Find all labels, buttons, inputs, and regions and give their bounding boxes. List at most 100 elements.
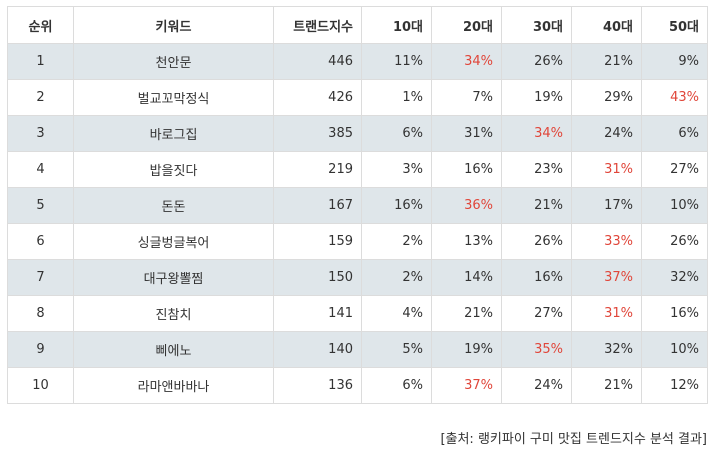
cell-trend-index: 159 — [273, 223, 362, 260]
cell-keyword: 벌교꼬막정식 — [73, 79, 274, 116]
cell-age-50s: 12% — [641, 367, 708, 404]
source-caption: [출처: 랭키파이 구미 맛집 트렌드지수 분석 결과] — [440, 432, 707, 447]
cell-keyword: 진참치 — [73, 295, 274, 332]
table-row: 2 벌교꼬막정식 426 1% 7% 19% 29% 43% — [7, 79, 708, 116]
cell-age-30s: 27% — [501, 295, 572, 332]
cell-age-50s: 16% — [641, 295, 708, 332]
cell-age-40s: 21% — [571, 367, 642, 404]
cell-age-40s: 21% — [571, 43, 642, 80]
trend-table: 순위 키워드 트랜드지수 10대 20대 30대 40대 50대 1 천안문 446… — [7, 6, 708, 404]
table-row: 5 돈돈 167 16% 36% 21% 17% 10% — [7, 187, 708, 224]
cell-keyword: 밥을짓다 — [73, 151, 274, 188]
cell-age-10s: 2% — [361, 223, 432, 260]
cell-rank: 3 — [7, 115, 74, 152]
cell-age-30s: 24% — [501, 367, 572, 404]
cell-age-20s: 21% — [431, 295, 502, 332]
cell-age-10s: 3% — [361, 151, 432, 188]
header-age-50s: 50대 — [641, 6, 708, 44]
cell-trend-index: 140 — [273, 331, 362, 368]
cell-rank: 7 — [7, 259, 74, 296]
cell-age-30s: 23% — [501, 151, 572, 188]
cell-age-50s: 10% — [641, 187, 708, 224]
cell-keyword: 라마앤바바나 — [73, 367, 274, 404]
cell-keyword: 삐에노 — [73, 331, 274, 368]
cell-age-30s: 16% — [501, 259, 572, 296]
cell-trend-index: 219 — [273, 151, 362, 188]
cell-age-40s: 37% — [571, 259, 642, 296]
cell-age-40s: 17% — [571, 187, 642, 224]
cell-trend-index: 446 — [273, 43, 362, 80]
table-row: 3 바로그집 385 6% 31% 34% 24% 6% — [7, 115, 708, 152]
cell-rank: 4 — [7, 151, 74, 188]
table-row: 9 삐에노 140 5% 19% 35% 32% 10% — [7, 331, 708, 368]
cell-age-20s: 14% — [431, 259, 502, 296]
cell-age-10s: 4% — [361, 295, 432, 332]
cell-age-20s: 31% — [431, 115, 502, 152]
header-age-30s: 30대 — [501, 6, 572, 44]
cell-trend-index: 141 — [273, 295, 362, 332]
cell-age-50s: 9% — [641, 43, 708, 80]
table-row: 1 천안문 446 11% 34% 26% 21% 9% — [7, 43, 708, 80]
cell-age-50s: 6% — [641, 115, 708, 152]
cell-age-10s: 6% — [361, 367, 432, 404]
table-row: 8 진참치 141 4% 21% 27% 31% 16% — [7, 295, 708, 332]
cell-rank: 8 — [7, 295, 74, 332]
cell-age-20s: 37% — [431, 367, 502, 404]
cell-age-20s: 13% — [431, 223, 502, 260]
cell-rank: 1 — [7, 43, 74, 80]
cell-age-10s: 1% — [361, 79, 432, 116]
cell-age-40s: 33% — [571, 223, 642, 260]
table-row: 10 라마앤바바나 136 6% 37% 24% 21% 12% — [7, 367, 708, 404]
trend-table-container: 순위 키워드 트랜드지수 10대 20대 30대 40대 50대 1 천안문 446… — [7, 6, 708, 404]
cell-rank: 2 — [7, 79, 74, 116]
header-keyword: 키워드 — [73, 6, 274, 44]
cell-keyword: 천안문 — [73, 43, 274, 80]
header-rank: 순위 — [7, 6, 74, 44]
table-row: 7 대구왕뽈찜 150 2% 14% 16% 37% 32% — [7, 259, 708, 296]
cell-keyword: 대구왕뽈찜 — [73, 259, 274, 296]
cell-age-50s: 43% — [641, 79, 708, 116]
header-trend-index: 트랜드지수 — [273, 6, 362, 44]
cell-rank: 10 — [7, 367, 74, 404]
cell-age-20s: 36% — [431, 187, 502, 224]
cell-age-20s: 19% — [431, 331, 502, 368]
cell-age-10s: 16% — [361, 187, 432, 224]
cell-age-10s: 6% — [361, 115, 432, 152]
cell-trend-index: 426 — [273, 79, 362, 116]
cell-age-30s: 35% — [501, 331, 572, 368]
table-row: 4 밥을짓다 219 3% 16% 23% 31% 27% — [7, 151, 708, 188]
cell-age-40s: 32% — [571, 331, 642, 368]
header-age-10s: 10대 — [361, 6, 432, 44]
cell-age-30s: 21% — [501, 187, 572, 224]
cell-rank: 6 — [7, 223, 74, 260]
cell-keyword: 돈돈 — [73, 187, 274, 224]
cell-age-10s: 2% — [361, 259, 432, 296]
header-age-20s: 20대 — [431, 6, 502, 44]
cell-trend-index: 167 — [273, 187, 362, 224]
cell-age-30s: 19% — [501, 79, 572, 116]
cell-rank: 5 — [7, 187, 74, 224]
cell-trend-index: 136 — [273, 367, 362, 404]
cell-trend-index: 150 — [273, 259, 362, 296]
cell-keyword: 싱글벙글복어 — [73, 223, 274, 260]
table-header-row: 순위 키워드 트랜드지수 10대 20대 30대 40대 50대 — [7, 6, 708, 44]
cell-age-10s: 11% — [361, 43, 432, 80]
cell-age-50s: 27% — [641, 151, 708, 188]
cell-age-20s: 7% — [431, 79, 502, 116]
cell-trend-index: 385 — [273, 115, 362, 152]
cell-age-30s: 34% — [501, 115, 572, 152]
cell-age-30s: 26% — [501, 43, 572, 80]
cell-age-40s: 24% — [571, 115, 642, 152]
cell-age-30s: 26% — [501, 223, 572, 260]
cell-age-50s: 10% — [641, 331, 708, 368]
cell-age-40s: 31% — [571, 295, 642, 332]
cell-age-50s: 32% — [641, 259, 708, 296]
cell-age-40s: 31% — [571, 151, 642, 188]
table-row: 6 싱글벙글복어 159 2% 13% 26% 33% 26% — [7, 223, 708, 260]
cell-age-20s: 34% — [431, 43, 502, 80]
cell-age-50s: 26% — [641, 223, 708, 260]
cell-rank: 9 — [7, 331, 74, 368]
cell-keyword: 바로그집 — [73, 115, 274, 152]
header-age-40s: 40대 — [571, 6, 642, 44]
cell-age-40s: 29% — [571, 79, 642, 116]
